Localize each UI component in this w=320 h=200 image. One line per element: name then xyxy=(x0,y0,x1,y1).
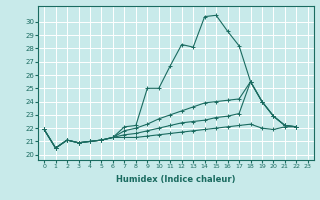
X-axis label: Humidex (Indice chaleur): Humidex (Indice chaleur) xyxy=(116,175,236,184)
